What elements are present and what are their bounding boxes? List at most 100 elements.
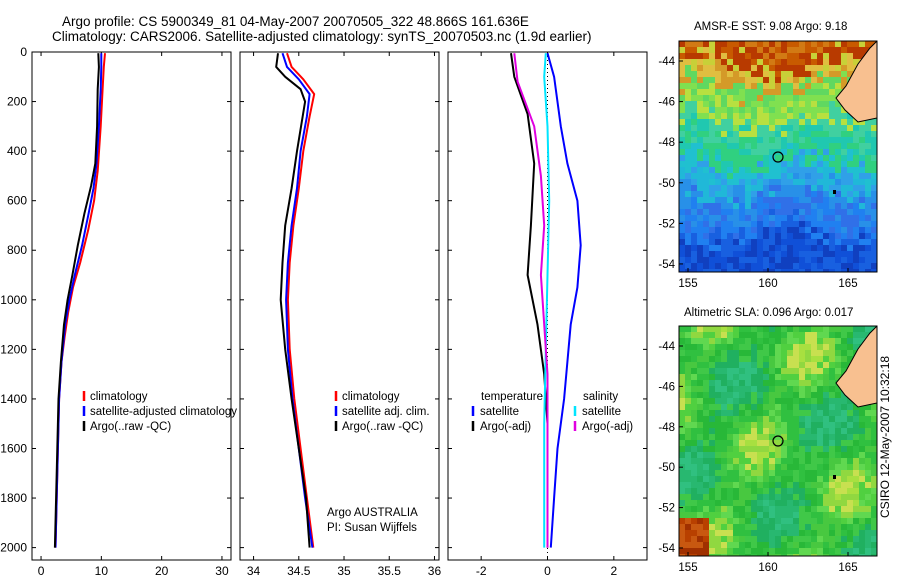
map-cell [769,59,776,66]
map-cell [799,338,806,345]
map-cell [733,482,740,489]
map-cell [835,143,842,150]
map-cell [691,263,698,270]
map-cell [799,434,806,441]
map-cell [775,203,782,210]
map-cell [811,125,818,132]
map-cell [781,350,788,357]
map-cell [709,167,716,174]
map-cell [679,410,686,417]
map-cell [691,500,698,507]
map-cell [865,422,872,429]
map-cell [835,548,842,555]
map-cell [799,440,806,447]
map-cell [823,356,830,363]
map-cell [793,119,800,126]
map-cell [811,524,818,531]
map-cell [865,227,872,234]
map-cell [769,215,776,222]
map-cell [691,113,698,120]
map-cell [769,191,776,198]
map-cell [829,434,836,441]
map-cell [697,362,704,369]
map-cell [757,245,764,252]
plot-frame [31,51,232,561]
map-cell [769,512,776,519]
map-cell [691,464,698,471]
map-cell [691,362,698,369]
map-cell [679,227,686,234]
map-cell [793,434,800,441]
map-cell [757,476,764,483]
map-cell [757,263,764,270]
map-cell [853,494,860,501]
map-cell [781,512,788,519]
map-cell [727,458,734,465]
map-cell [679,83,686,90]
map-cell [703,488,710,495]
map-cell [823,113,830,120]
map-cell [751,350,758,357]
map-cell [841,446,848,453]
map-cell [709,530,716,537]
lon-tick-label: 160 [758,278,777,290]
map-cell [841,257,848,264]
map-cell [751,233,758,240]
map-cell [781,524,788,531]
map-cell [841,173,848,180]
map-cell [817,470,824,477]
map-cell [769,548,776,555]
map-cell [691,416,698,423]
map-cell [793,53,800,60]
map-cell [829,482,836,489]
map-cell [769,452,776,459]
map-cell [835,77,842,84]
map-cell [691,233,698,240]
map-cell [709,125,716,132]
map-cell [841,41,848,48]
lat-tick-label: -54 [658,543,675,555]
map-cell [841,392,848,399]
map-cell [853,209,860,216]
map-cell [817,530,824,537]
map-cell [721,245,728,252]
map-cell [697,374,704,381]
map-cell [697,65,704,72]
map-cell [769,221,776,228]
map-cell [685,65,692,72]
map-cell [817,446,824,453]
map-cell [733,458,740,465]
map-cell [859,542,866,549]
map-cell [811,59,818,66]
map-cell [709,257,716,264]
map-cell [871,263,877,270]
map-cell [733,332,740,339]
map-cell [829,185,836,192]
map-cell [733,422,740,429]
map-cell [829,95,836,102]
map-cell [871,440,877,447]
map-cell [715,542,722,549]
map-cell [763,125,770,132]
map-cell [691,77,698,84]
map-cell [775,452,782,459]
map-cell [721,179,728,186]
map-cell [799,326,806,333]
map-cell [805,227,812,234]
map-cell [865,482,872,489]
map-cell [751,524,758,531]
map-cell [721,332,728,339]
map-cell [859,452,866,459]
map-cell [745,227,752,234]
map-cell [763,416,770,423]
series-group [53,53,106,548]
map-cell [811,53,818,60]
map-cell [781,506,788,513]
map-cell [841,155,848,162]
map-cell [709,512,716,519]
map-cell [727,524,734,531]
map-cell [691,398,698,405]
map-cell [799,263,806,270]
map-cell [871,452,877,459]
map-cell [745,368,752,375]
